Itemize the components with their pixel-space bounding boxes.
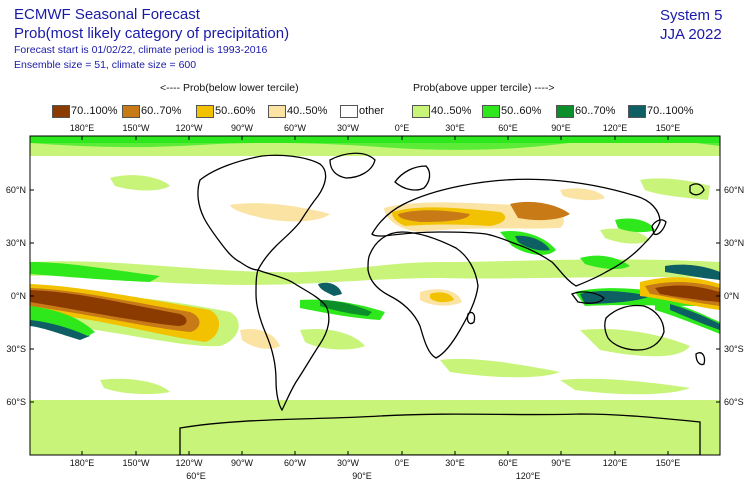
- title-block: ECMWF Seasonal Forecast Prob(most likely…: [14, 6, 289, 73]
- top-lon-label: 30°W: [337, 123, 360, 133]
- left-lat-label: 0°N: [11, 291, 26, 301]
- bottom-lon-label: 90°W: [231, 458, 254, 468]
- top-lon-label: 90°E: [551, 123, 571, 133]
- bottom-lon-label: 120°E: [603, 458, 628, 468]
- legend-swatch: [628, 104, 646, 118]
- legend-item: 40..50%: [412, 103, 471, 119]
- left-lat-label: 60°S: [6, 397, 26, 407]
- legend-above-header: Prob(above upper tercile) ---->: [413, 82, 555, 94]
- legend-swatch: [268, 104, 286, 118]
- legend-item: 70..100%: [628, 103, 693, 119]
- legend-item: 60..70%: [122, 103, 181, 119]
- bottom-extra-lon-label: 60°E: [186, 471, 206, 481]
- legend-label: 70..100%: [71, 105, 118, 117]
- top-lon-label: 120°W: [175, 123, 203, 133]
- top-lon-label: 120°E: [603, 123, 628, 133]
- right-lat-label: 60°S: [724, 397, 744, 407]
- right-lat-label: 30°N: [724, 238, 744, 248]
- legend-item: 50..60%: [196, 103, 255, 119]
- bottom-lon-label: 150°W: [122, 458, 150, 468]
- legend-item: 70..100%: [52, 103, 117, 119]
- bottom-lon-axis: 180°E 150°W 120°W 90°W 60°W 30°W 0°E 30°E 60°E 90…: [70, 451, 681, 481]
- top-lon-label: 150°E: [656, 123, 681, 133]
- lat-axis: 60°N 60°N 30°N 30°N 0°N 0°N 30°S 30°S 60°S 60°S: [6, 185, 744, 407]
- left-lat-label: 30°S: [6, 344, 26, 354]
- bottom-lon-label: 30°E: [445, 458, 465, 468]
- system-block: System 5 JJA 2022: [660, 6, 730, 44]
- legend-item: 60..70%: [556, 103, 615, 119]
- top-lon-label: 60°W: [284, 123, 307, 133]
- right-lat-label: 30°S: [724, 344, 744, 354]
- legend-label: 40..50%: [431, 105, 472, 117]
- bottom-lon-label: 180°E: [70, 458, 95, 468]
- bottom-lon-label: 0°E: [395, 458, 410, 468]
- bottom-lon-label: 150°E: [656, 458, 681, 468]
- top-lon-label: 30°E: [445, 123, 465, 133]
- top-lon-label: 180°E: [70, 123, 95, 133]
- legend-item: 40..50%: [268, 103, 327, 119]
- ensemble-info: Ensemble size = 51, climate size = 600: [14, 59, 197, 71]
- product-title: Prob(most likely category of precipitati…: [14, 25, 290, 42]
- legend-item: other: [340, 103, 384, 119]
- bottom-lon-label: 60°E: [498, 458, 518, 468]
- season-label: JJA 2022: [660, 26, 722, 43]
- legend-swatch: [340, 104, 358, 118]
- legend-label: 50..60%: [215, 105, 256, 117]
- bottom-extra-lon-label: 120°E: [516, 471, 541, 481]
- top-lon-label: 90°W: [231, 123, 254, 133]
- top-lon-axis: 180°E 150°W 120°W 90°W 60°W 30°W 0°E 30°E 60°E 90…: [70, 123, 681, 140]
- top-lon-label: 150°W: [122, 123, 150, 133]
- left-lat-label: 60°N: [6, 185, 26, 195]
- legend-swatch: [52, 104, 70, 118]
- bottom-lon-label: 60°W: [284, 458, 307, 468]
- legend-swatch: [412, 104, 430, 118]
- top-lon-label: 0°E: [395, 123, 410, 133]
- bottom-lon-label: 30°W: [337, 458, 360, 468]
- legend-label: 50..60%: [501, 105, 542, 117]
- legend-label: 60..70%: [575, 105, 616, 117]
- top-lon-label: 60°E: [498, 123, 518, 133]
- bottom-lon-label: 120°W: [175, 458, 203, 468]
- legend-item: 50..60%: [482, 103, 541, 119]
- legend-below-header: <---- Prob(below lower tercile): [160, 82, 299, 94]
- legend-headers: <---- Prob(below lower tercile) Prob(abo…: [0, 82, 750, 96]
- right-lat-label: 60°N: [724, 185, 744, 195]
- legend-swatch: [482, 104, 500, 118]
- coastlines: [179, 152, 706, 455]
- legend-label: 40..50%: [287, 105, 328, 117]
- legend: 70..100% 60..70% 50..60% 40..50% other 40..50…: [0, 103, 750, 119]
- bottom-extra-lon-label: 90°E: [352, 471, 372, 481]
- bottom-lon-label: 90°E: [551, 458, 571, 468]
- legend-label: other: [359, 105, 385, 117]
- forecast-title: ECMWF Seasonal Forecast: [14, 6, 200, 23]
- legend-label: 60..70%: [141, 105, 182, 117]
- legend-label: 70..100%: [647, 105, 694, 117]
- forecast-field: [30, 136, 720, 455]
- forecast-start-info: Forecast start is 01/02/22, climate peri…: [14, 44, 268, 56]
- legend-swatch: [556, 104, 574, 118]
- left-lat-label: 30°N: [6, 238, 26, 248]
- legend-swatch: [196, 104, 214, 118]
- legend-swatch: [122, 104, 140, 118]
- right-lat-label: 0°N: [724, 291, 739, 301]
- system-label: System 5: [660, 7, 723, 24]
